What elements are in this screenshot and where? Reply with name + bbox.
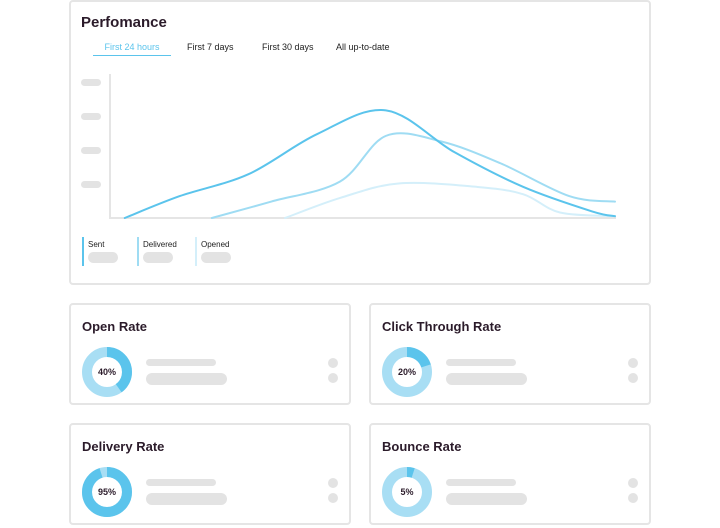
rate-value: 95% (97, 487, 116, 497)
tab-first-24-hours[interactable]: First 24 hours (93, 42, 171, 56)
legend-value-placeholder (143, 252, 173, 263)
rate-value: 20% (397, 367, 416, 377)
placeholder-line (446, 359, 516, 366)
placeholder-line (146, 359, 216, 366)
placeholder-dot (328, 493, 338, 503)
legend-label: Opened (201, 240, 230, 249)
card-title: Delivery Rate (82, 439, 165, 454)
placeholder-line (446, 479, 516, 486)
donut-arc (382, 467, 432, 517)
donut-chart (82, 347, 132, 397)
donut-arc (382, 347, 432, 397)
series-line-sent (123, 108, 616, 219)
placeholder-dot (628, 493, 638, 503)
card-title: Bounce Rate (382, 439, 462, 454)
tab-first-30-days[interactable]: First 30 days (262, 42, 314, 52)
legend-swatch (137, 237, 139, 266)
placeholder-dot (628, 478, 638, 488)
rate-value: 5% (400, 487, 414, 497)
placeholder-line (146, 373, 227, 385)
placeholder-line (146, 493, 227, 505)
performance-chart (81, 74, 616, 219)
series-line-delivered (210, 132, 616, 219)
donut-arc (82, 467, 132, 517)
y-tick-placeholder (81, 147, 101, 154)
placeholder-dot (628, 373, 638, 383)
series-line-opened (284, 181, 616, 219)
tab-first-7-days[interactable]: First 7 days (187, 42, 234, 52)
legend-swatch (82, 237, 84, 266)
placeholder-dot (328, 373, 338, 383)
y-tick-placeholders (81, 79, 101, 188)
donut-arc (82, 347, 132, 397)
legend-value-placeholder (88, 252, 118, 263)
legend-label: Delivered (143, 240, 177, 249)
legend-swatch (195, 237, 197, 266)
placeholder-line (446, 493, 527, 505)
placeholder-dot (328, 478, 338, 488)
legend-label: Sent (88, 240, 105, 249)
donut-chart (382, 347, 432, 397)
delivery-rate-card: Delivery Rate 95% (69, 423, 351, 525)
card-title: Open Rate (82, 319, 148, 334)
open-rate-card: Open Rate 40% (69, 303, 351, 405)
placeholder-dot (328, 358, 338, 368)
placeholder-line (446, 373, 527, 385)
placeholder-dot (628, 358, 638, 368)
click-through-rate-card: Click Through Rate 20% (369, 303, 651, 405)
tab-all-up-to-date[interactable]: All up-to-date (336, 42, 390, 52)
legend-value-placeholder (201, 252, 231, 263)
y-tick-placeholder (81, 79, 101, 86)
donut-chart (382, 467, 432, 517)
rate-value: 40% (97, 367, 116, 377)
performance-title: Perfomance (81, 14, 167, 31)
y-tick-placeholder (81, 181, 101, 188)
placeholder-line (146, 479, 216, 486)
card-title: Click Through Rate (382, 319, 502, 334)
y-tick-placeholder (81, 113, 101, 120)
performance-card: Perfomance First 24 hours First 7 days F… (69, 0, 651, 285)
series-layer (123, 108, 616, 219)
donut-chart (82, 467, 132, 517)
bounce-rate-card: Bounce Rate 5% (369, 423, 651, 525)
